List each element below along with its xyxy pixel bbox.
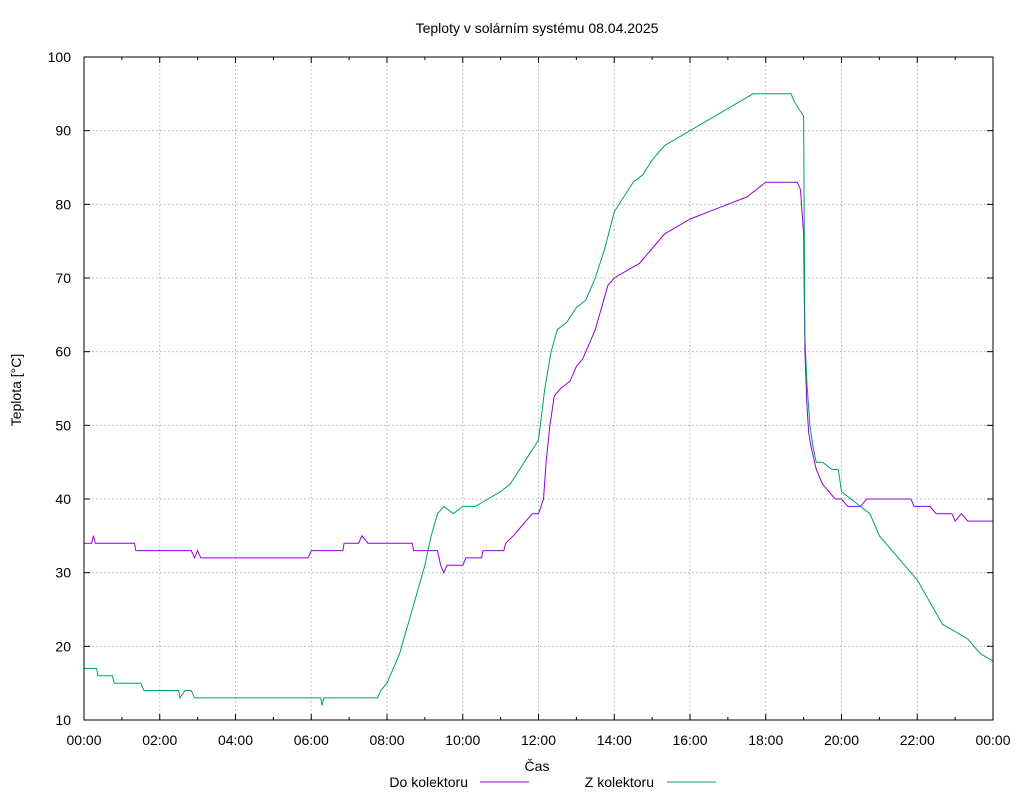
- x-tick-label: 16:00: [672, 732, 707, 748]
- x-tick-label: 00:00: [975, 732, 1010, 748]
- y-tick-label: 70: [55, 270, 71, 286]
- y-axis-label: Teplota [°C]: [8, 354, 24, 427]
- plot-lines: [84, 93, 994, 706]
- y-tick-label: 30: [55, 565, 71, 581]
- ticks: 10 20 30 40 50 60 70 80 90 100 00:00 02:00 04:00 06:0…: [48, 49, 1011, 748]
- plot-border: [83, 56, 994, 721]
- grid: [84, 57, 993, 720]
- y-tick-label: 40: [55, 491, 71, 507]
- y-tick-label: 10: [55, 712, 71, 728]
- chart-title: Teploty v solárním systému 08.04.2025: [416, 20, 659, 36]
- x-tick-label: 02:00: [142, 732, 177, 748]
- x-tick-label: 06:00: [294, 732, 329, 748]
- x-axis-label: Čas: [525, 758, 550, 774]
- legend-label: Z kolektoru: [585, 774, 654, 790]
- y-tick-label: 80: [55, 196, 71, 212]
- legend: Do kolektoru Z kolektoru: [389, 774, 716, 790]
- x-tick-label: 08:00: [369, 732, 404, 748]
- x-tick-label: 18:00: [748, 732, 783, 748]
- x-tick-label: 00:00: [66, 732, 101, 748]
- x-tick-label: 10:00: [445, 732, 480, 748]
- x-tick-label: 14:00: [597, 732, 632, 748]
- y-tick-label: 60: [55, 344, 71, 360]
- legend-label: Do kolektoru: [389, 774, 468, 790]
- series-line-do-kolektoru: [84, 181, 993, 574]
- y-tick-label: 90: [55, 123, 71, 139]
- y-tick-label: 20: [55, 638, 71, 654]
- x-tick-label: 22:00: [900, 732, 935, 748]
- y-tick-label: 100: [48, 49, 72, 65]
- x-tick-label: 20:00: [824, 732, 859, 748]
- y-tick-label: 50: [55, 417, 71, 433]
- x-tick-label: 04:00: [218, 732, 253, 748]
- x-tick-label: 12:00: [521, 732, 556, 748]
- series-line-z-kolektoru: [84, 93, 994, 706]
